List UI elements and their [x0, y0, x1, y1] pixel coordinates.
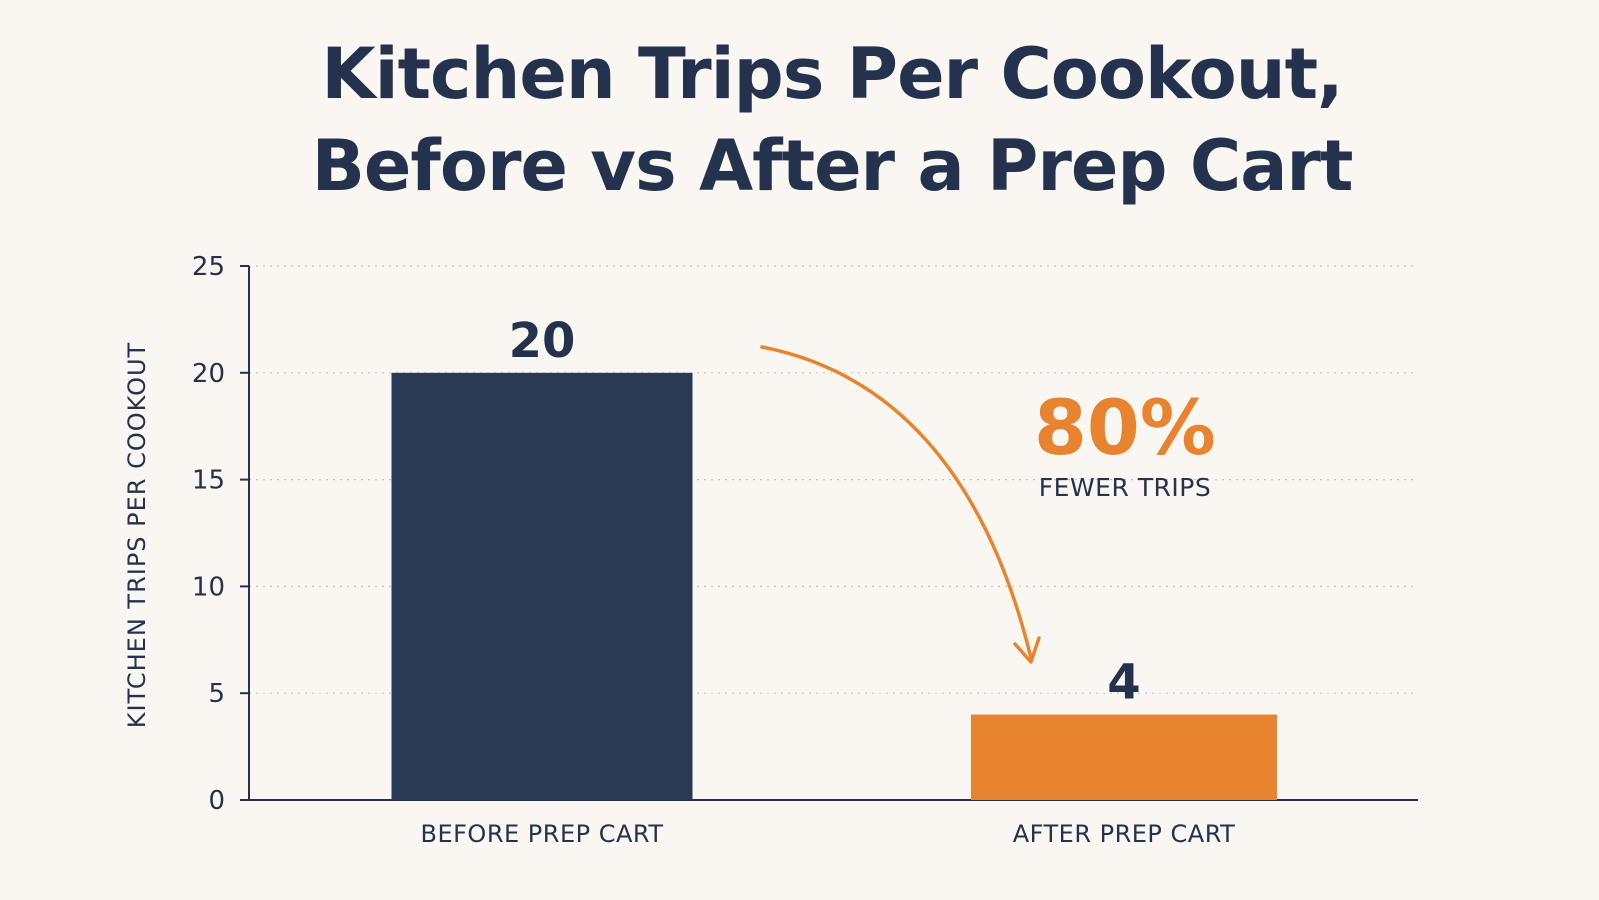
y-tick-label: 25 — [192, 252, 225, 282]
bar-value-label: 20 — [509, 313, 576, 369]
chart-title-line-2: Before vs After a Prep Cart — [311, 125, 1354, 207]
y-tick-label: 0 — [208, 786, 225, 816]
chart-title: Kitchen Trips Per Cookout, Before vs Aft… — [0, 28, 1599, 212]
percent-change-label: 80% — [1034, 383, 1216, 472]
bar-value-label: 4 — [1107, 655, 1140, 711]
percent-change-caption: FEWER TRIPS — [1039, 473, 1211, 502]
grid-lines — [249, 265, 1418, 694]
decrease-arrow-head — [1013, 636, 1041, 664]
category-labels: BEFORE PREP CART AFTER PREP CART — [421, 820, 1236, 848]
x-category-label: AFTER PREP CART — [1013, 820, 1236, 848]
bar-labels: 20 4 — [509, 313, 1141, 711]
y-tick-label: 10 — [192, 572, 225, 602]
bars — [391, 372, 1277, 800]
annotation: 80% FEWER TRIPS — [760, 345, 1216, 664]
x-category-label: BEFORE PREP CART — [421, 820, 664, 848]
decrease-arrow — [760, 345, 1033, 660]
y-axis-title: KITCHEN TRIPS PER COOKOUT — [123, 342, 151, 728]
chart-title-line-1: Kitchen Trips Per Cookout, — [321, 33, 1343, 115]
y-ticks: 0 5 10 15 20 25 — [192, 252, 249, 816]
bar-before-prep-cart — [391, 372, 693, 800]
y-tick-label: 5 — [208, 679, 225, 709]
y-tick-label: 20 — [192, 359, 225, 389]
y-tick-label: 15 — [192, 466, 225, 496]
bar-after-prep-cart — [971, 714, 1277, 800]
